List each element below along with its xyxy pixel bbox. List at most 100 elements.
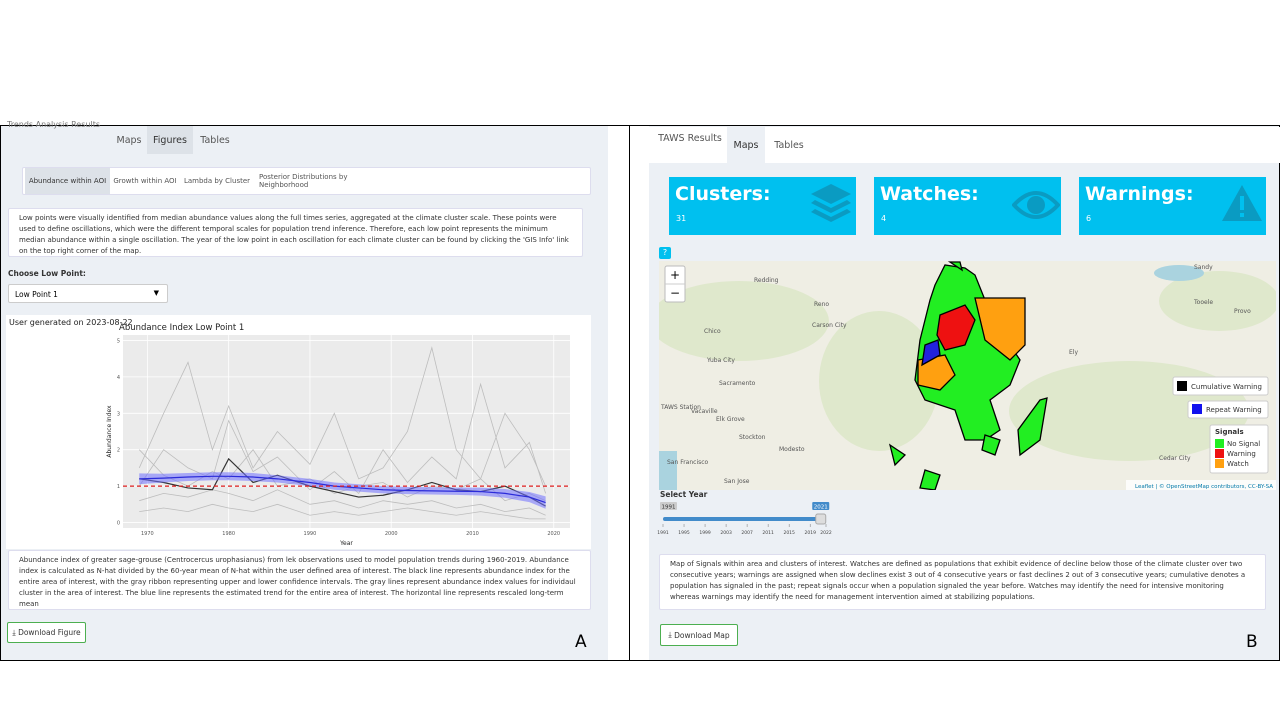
select[interactable]: Low Point 1 ▼ [8,284,168,303]
x-tick-label: 1980 [222,531,235,537]
slider-tick-label: 1991 [657,530,669,536]
place-label: San Francisco [667,459,709,466]
subtab[interactable]: Lambda by Cluster [183,177,251,185]
description: Low points were visually identified from… [8,208,583,257]
x-tick-label: 1990 [304,531,317,537]
place-label: Modesto [779,446,805,453]
panel-label: B [1246,632,1258,652]
tab-active[interactable]: Figures [147,126,193,154]
slider-tick-label: 1995 [678,530,690,536]
legend-label: No Signal [1227,440,1260,448]
select-label: Choose Low Point: [8,269,86,278]
x-tick-label: 2010 [466,531,479,537]
place-label: Redding [754,277,779,284]
min-label: 1991 [662,505,676,511]
legend-title: Signals [1215,428,1244,436]
place-label: Provo [1234,308,1251,315]
tab[interactable]: Tables [200,134,230,146]
tab-active[interactable]: Maps [727,127,765,163]
place-label: Elk Grove [716,416,745,423]
value-box-value: 6 [1086,214,1092,223]
generated-label: User generated on 2023-08-22 [9,318,133,327]
divider [629,125,630,661]
y-axis-label: Abundance Index [106,405,113,458]
y-tick-label: 3 [117,411,120,417]
min-bubble [660,502,677,510]
slider-label: Select Year [660,490,708,499]
x-axis-label: Year [339,540,353,547]
tab[interactable]: TAWS Results [658,132,722,144]
legend-swatch [1192,404,1202,414]
tab-bar: TAWS Results Maps Tables [649,127,1280,163]
slider-tick-label: 2015 [783,530,795,536]
value-box-value: 31 [676,214,687,223]
legend-box [1172,376,1269,396]
eye-icon [1012,191,1060,219]
chart-title: Abundance Index Low Point 1 [119,323,244,333]
y-tick-label: 0 [117,521,120,527]
legend-swatch [1177,381,1187,391]
place-label: Carson City [812,322,847,329]
caret: ▼ [153,289,159,297]
place-label: TAWS Station [660,404,701,411]
y-tick-label: 1 [117,484,120,490]
year-slider[interactable]: 1991 2021 1991 1995 1999 2003 2007 2011 2015 2019… [655,500,840,540]
place-label: Ely [1069,349,1078,356]
tab[interactable]: Trends Analysis Results [7,120,100,129]
x-tick-label: 2000 [385,531,398,537]
description: Map of Signals within area and clusters … [659,554,1266,610]
x-tick-label: 1970 [141,531,154,537]
place-label: Vacaville [691,408,718,415]
place-label: San Jose [724,478,750,485]
subtab-bar: Abundance within AOI Growth within AOI L… [22,167,591,195]
place-label: Cedar City [1159,455,1191,462]
legend-box [1209,424,1269,474]
tab[interactable]: Maps [116,134,142,146]
y-tick-label: 2 [117,448,120,454]
water [659,265,1204,490]
slider-tick-label: 2007 [741,530,753,536]
series-line [138,346,546,487]
slider-tick-label: 1999 [699,530,711,536]
legend-swatch [1215,449,1224,458]
button-label: Download Map [674,630,730,640]
legend-swatch [1215,439,1224,448]
value-box-title: Watches: [880,183,979,205]
clusters [888,261,1048,490]
map: + − Redding Chico Reno Carson City Yuba City Sa… [659,261,1276,490]
terrain [659,271,1276,461]
place-label: Sacramento [719,380,756,387]
series-line [139,475,546,504]
y-tick-label: 5 [117,338,120,344]
series-line [139,489,546,516]
value-box: Watches: 4 [874,177,1061,235]
tab[interactable]: Tables [774,139,804,151]
zoom-out: − [670,286,680,300]
subtab[interactable]: Posterior Distributions by Neighborhood [259,173,348,189]
download-map-button[interactable]: ⤓ Download Map [660,624,738,646]
value-label: 2021 [814,505,828,511]
value-box: Clusters: 31 [669,177,856,235]
zoom-control [664,265,686,303]
legend-label: Watch [1227,460,1249,468]
subtab[interactable]: Growth within AOI [113,177,177,185]
help-badge[interactable]: ? [659,247,671,259]
subtab-active[interactable]: Abundance within AOI [25,168,110,194]
legend-label: Repeat Warning [1206,406,1262,414]
y-tick-label: 4 [117,375,120,381]
legend-label: Cumulative Warning [1191,383,1262,391]
panel-label: A [575,632,587,652]
value-box: Warnings: 6 [1079,177,1266,235]
download-figure-button[interactable]: ⤓ Download Figure [7,622,86,643]
slider-handle [815,513,827,525]
slider-tick-label: 2022 [820,530,832,536]
attribution-box [1126,480,1276,490]
attribution: Leaflet | © OpenStreetMap contributors, … [1135,483,1273,490]
place-label: Stockton [739,434,766,441]
slider-tick-label: 2011 [762,530,774,536]
chart: Abundance Index Low Point 1 0 1 2 3 4 5 1970 198… [106,323,570,547]
legend-label: Warning [1227,450,1256,458]
place-label: Sandy [1194,264,1213,271]
layers-icon [811,184,851,222]
place-label: Chico [704,328,721,335]
